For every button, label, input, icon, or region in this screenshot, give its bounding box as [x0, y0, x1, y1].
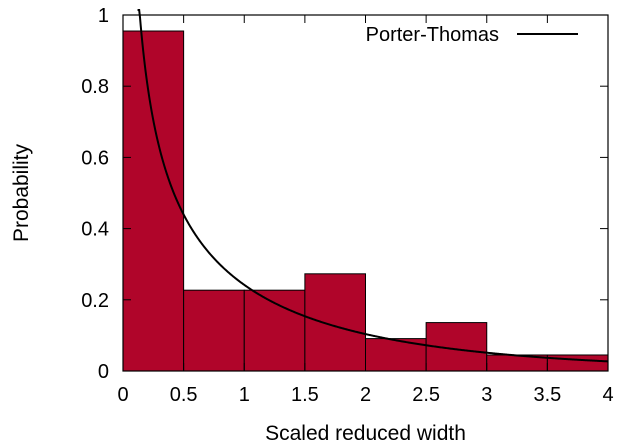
y-tick-label-1: 0.2: [81, 290, 109, 312]
histogram-bar-7: [546, 354, 609, 372]
x-tick-label-0: 0: [117, 384, 128, 406]
x-tick-label-2: 1: [239, 384, 250, 406]
x-tick-label-4: 2: [360, 384, 371, 406]
x-tick-label-8: 4: [602, 384, 613, 406]
x-tick-label-3: 1.5: [291, 384, 319, 406]
histogram-bars: [122, 30, 609, 372]
x-tick-label-1: 0.5: [170, 384, 198, 406]
axis-ticks: [122, 14, 609, 372]
histogram-bar-1: [183, 289, 245, 372]
x-axis-label: Scaled reduced width: [265, 422, 466, 445]
x-tick-label-5: 2.5: [412, 384, 440, 406]
y-tick-label-3: 0.6: [81, 147, 109, 169]
y-tick-label-5: 1: [98, 5, 109, 27]
y-tick-labels: 0 0.2 0.4 0.6 0.8 1: [81, 5, 109, 383]
histogram-bar-0: [122, 30, 185, 372]
x-tick-label-7: 3.5: [533, 384, 561, 406]
y-axis-label: Probability: [10, 143, 33, 242]
histogram-bar-3: [304, 273, 366, 372]
legend-label-porter-thomas: Porter-Thomas: [366, 24, 499, 46]
x-tick-label-6: 3: [481, 384, 492, 406]
x-tick-labels: 0 0.5 1 1.5 2 2.5 3 3.5 4: [117, 384, 613, 406]
porter-thomas-curve: [137, 9, 609, 363]
y-tick-label-4: 0.8: [81, 76, 109, 98]
y-tick-label-2: 0.4: [81, 219, 109, 241]
y-tick-label-0: 0: [98, 361, 109, 383]
legend: Porter-Thomas: [366, 24, 578, 46]
